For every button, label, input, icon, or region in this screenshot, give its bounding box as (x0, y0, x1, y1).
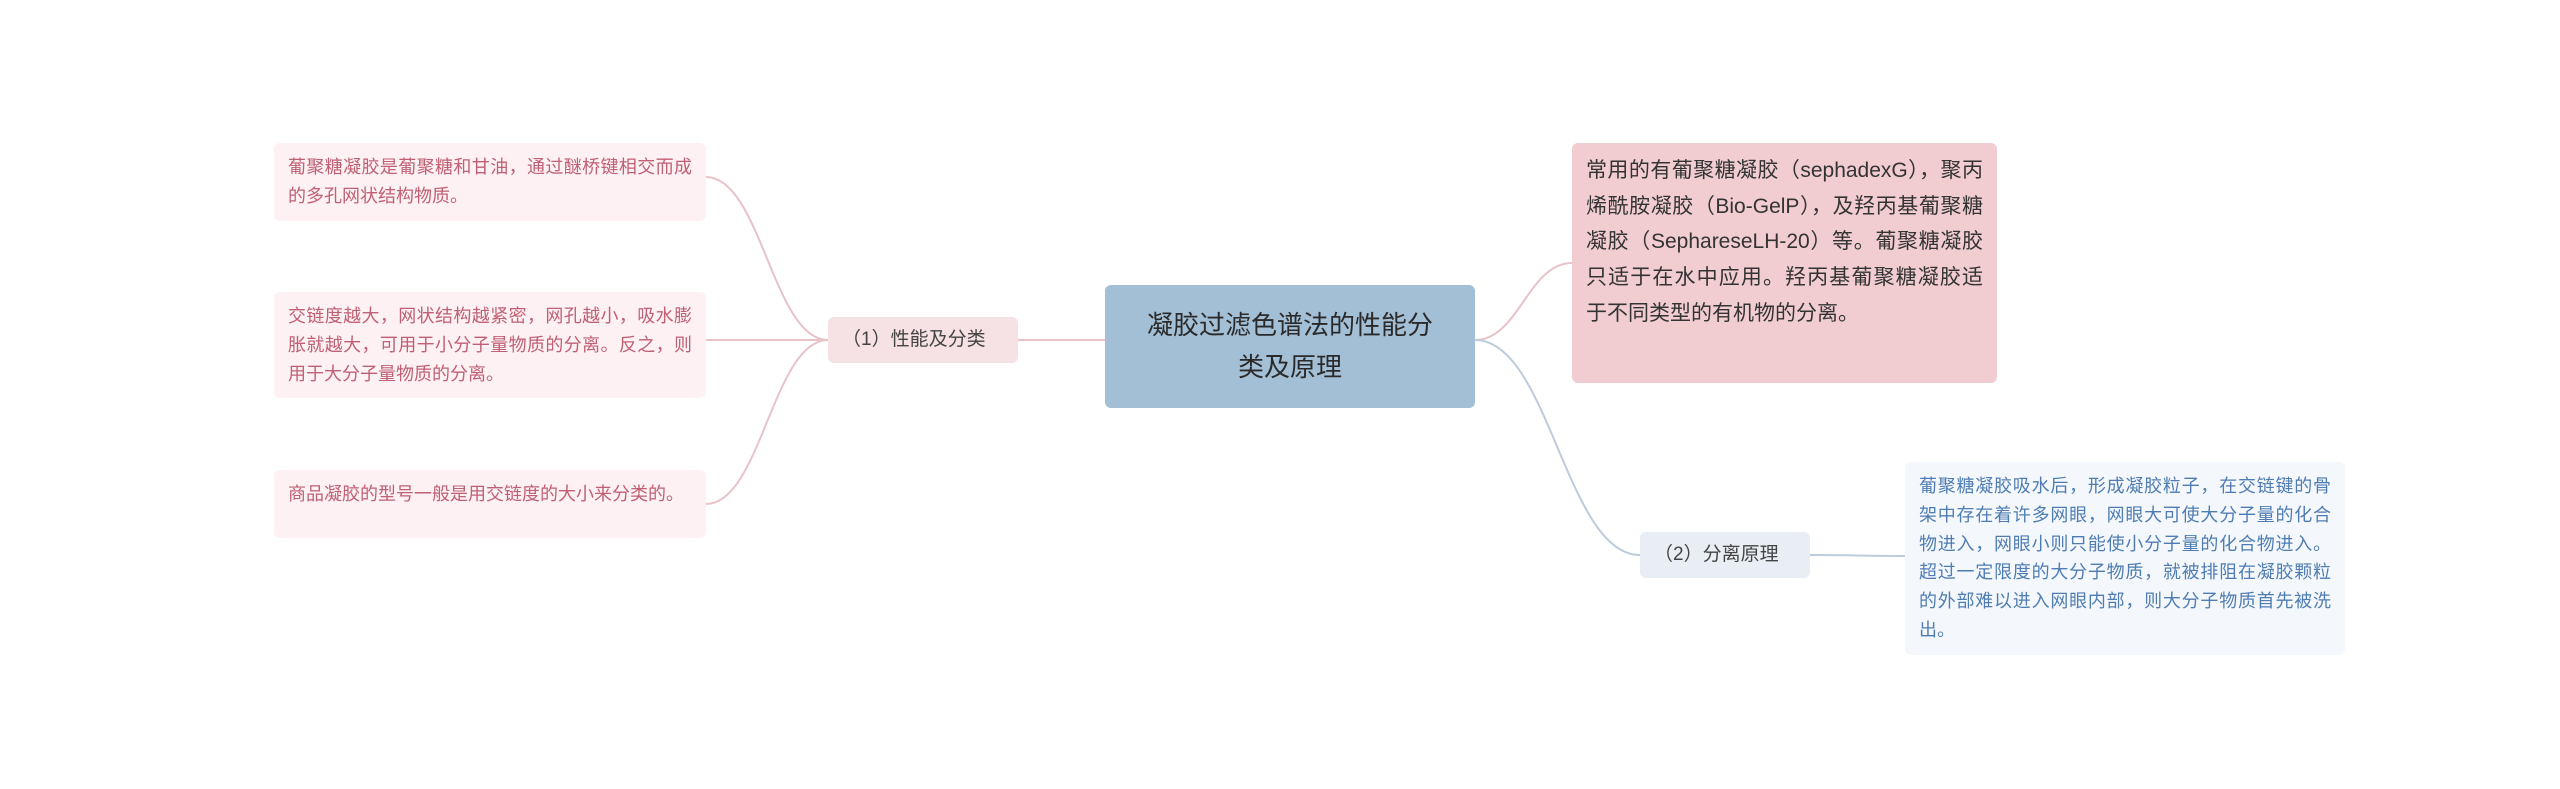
leaf-text: 葡聚糖凝胶是葡聚糖和甘油，通过醚桥键相交而成的多孔网状结构物质。 (288, 157, 692, 206)
leaf-text: 交链度越大，网状结构越紧密，网孔越小，吸水膨胀就越大，可用于小分子量物质的分离。… (288, 306, 692, 384)
info-text: 常用的有葡聚糖凝胶（sephadexG），聚丙烯酰胺凝胶（Bio-GelP），及… (1586, 159, 1983, 325)
info-common-gels[interactable]: 常用的有葡聚糖凝胶（sephadexG），聚丙烯酰胺凝胶（Bio-GelP），及… (1572, 143, 1997, 383)
branch-label: （1）性能及分类 (842, 325, 986, 355)
leaf-separation-detail[interactable]: 葡聚糖凝胶吸水后，形成凝胶粒子，在交链键的骨架中存在着许多网眼，网眼大可使大分子… (1905, 462, 2345, 655)
root-label: 凝胶过滤色谱法的性能分类及原理 (1135, 305, 1445, 388)
leaf-text: 商品凝胶的型号一般是用交链度的大小来分类的。 (288, 484, 684, 504)
leaf-dextran-structure[interactable]: 葡聚糖凝胶是葡聚糖和甘油，通过醚桥键相交而成的多孔网状结构物质。 (274, 143, 706, 221)
leaf-gel-model[interactable]: 商品凝胶的型号一般是用交链度的大小来分类的。 (274, 470, 706, 538)
mindmap-canvas: 凝胶过滤色谱法的性能分类及原理 （1）性能及分类 葡聚糖凝胶是葡聚糖和甘油，通过… (0, 0, 2560, 789)
branch-separation-principle[interactable]: （2）分离原理 (1640, 532, 1810, 578)
branch-performance-classification[interactable]: （1）性能及分类 (828, 317, 1018, 363)
root-node[interactable]: 凝胶过滤色谱法的性能分类及原理 (1105, 285, 1475, 408)
leaf-text: 葡聚糖凝胶吸水后，形成凝胶粒子，在交链键的骨架中存在着许多网眼，网眼大可使大分子… (1919, 476, 2331, 640)
branch-label: （2）分离原理 (1654, 540, 1779, 570)
leaf-crosslink-degree[interactable]: 交链度越大，网状结构越紧密，网孔越小，吸水膨胀就越大，可用于小分子量物质的分离。… (274, 292, 706, 398)
